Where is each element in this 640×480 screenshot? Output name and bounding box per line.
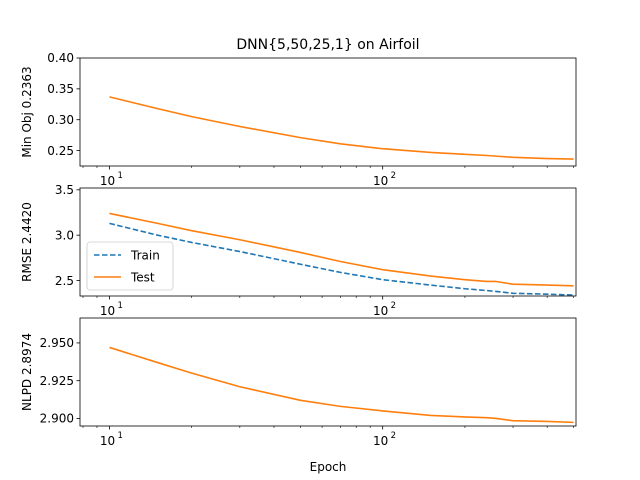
legend-label-test: Test bbox=[130, 271, 155, 285]
axes-frame bbox=[79, 317, 577, 427]
y-tick-label: 0.30 bbox=[47, 113, 74, 127]
series-line-test bbox=[109, 212, 574, 287]
y-axis-label: RMSE 2.4420 bbox=[20, 202, 34, 282]
chart-title: DNN{5,50,25,1} on Airfoil bbox=[236, 37, 419, 53]
y-axis-label: NLPD 2.8974 bbox=[20, 333, 34, 411]
x-tick-label: 10 bbox=[373, 434, 388, 448]
y-tick-label: 3.0 bbox=[55, 228, 74, 242]
y-tick-label: 0.35 bbox=[47, 82, 74, 96]
series-line-3 bbox=[109, 346, 574, 424]
x-tick-exponent: 2 bbox=[391, 171, 396, 181]
x-tick-exponent: 1 bbox=[117, 301, 122, 311]
legend-label-train: Train bbox=[130, 249, 160, 263]
x-tick-label: 10 bbox=[100, 304, 115, 318]
y-tick-label: 3.5 bbox=[55, 183, 74, 197]
x-tick-label: 10 bbox=[100, 434, 115, 448]
x-tick-label: 10 bbox=[373, 304, 388, 318]
series-line-train bbox=[109, 222, 574, 296]
axes-frame bbox=[79, 187, 577, 297]
y-tick-label: 2.925 bbox=[40, 374, 74, 388]
y-tick-label: 0.40 bbox=[47, 51, 74, 65]
x-tick-exponent: 2 bbox=[391, 301, 396, 311]
x-tick-exponent: 1 bbox=[117, 431, 122, 441]
x-axis-label: Epoch bbox=[310, 460, 347, 474]
legend-box bbox=[86, 241, 174, 291]
x-tick-label: 10 bbox=[373, 174, 388, 188]
y-tick-label: 0.25 bbox=[47, 144, 74, 158]
y-tick-label: 2.950 bbox=[40, 336, 74, 350]
y-tick-label: 2.900 bbox=[40, 412, 74, 426]
legend: Train Test bbox=[86, 241, 174, 291]
y-axis-label: Min Obj 0.2363 bbox=[20, 66, 34, 157]
series-line-1 bbox=[109, 96, 574, 160]
x-tick-exponent: 1 bbox=[117, 171, 122, 181]
axes-frame bbox=[79, 57, 577, 167]
y-tick-label: 2.5 bbox=[55, 274, 74, 288]
x-tick-label: 10 bbox=[100, 174, 115, 188]
x-tick-exponent: 2 bbox=[391, 431, 396, 441]
